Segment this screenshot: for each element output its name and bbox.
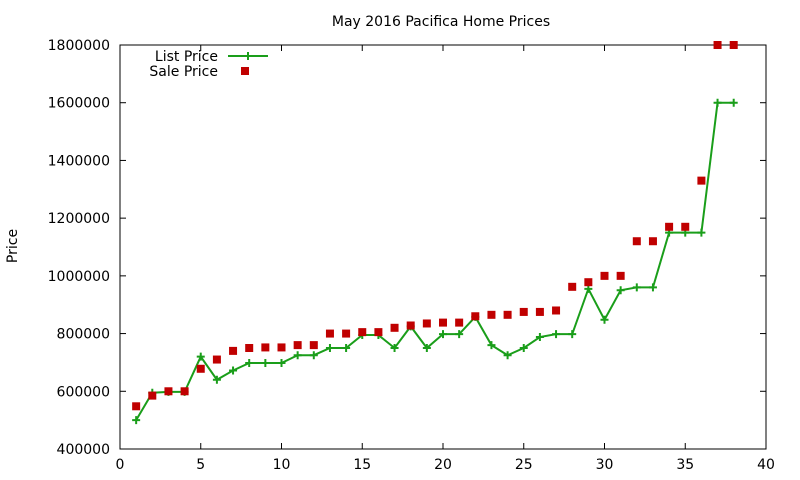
- y-tick-label: 400000: [57, 442, 110, 458]
- legend-marker-sale-price: [241, 67, 249, 75]
- legend-label-sale-price: Sale Price: [149, 64, 218, 80]
- sale-price-point: [325, 329, 334, 338]
- list-price-point: [245, 359, 254, 368]
- x-tick-label: 5: [196, 457, 205, 473]
- x-tick-label: 0: [116, 457, 125, 473]
- sale-price-point: [277, 343, 286, 352]
- list-price-point: [729, 98, 738, 107]
- y-tick-label: 1400000: [48, 153, 110, 169]
- sale-price-point: [342, 329, 351, 338]
- sale-price-point: [390, 323, 399, 332]
- y-tick-label: 1800000: [48, 38, 110, 54]
- list-price-point: [552, 330, 561, 339]
- sale-price-point: [487, 310, 496, 319]
- sale-price-point: [229, 346, 238, 355]
- sale-price-point: [584, 278, 593, 287]
- y-tick-label: 600000: [57, 384, 110, 400]
- sale-price-point: [374, 328, 383, 337]
- x-tick-label: 15: [353, 457, 371, 473]
- sale-price-point: [293, 341, 302, 350]
- list-price-point: [648, 283, 657, 292]
- y-tick-label: 1000000: [48, 269, 110, 285]
- list-price-point: [132, 416, 141, 425]
- list-price-point: [277, 359, 286, 368]
- list-price-point: [342, 344, 351, 352]
- list-price-point: [455, 330, 464, 339]
- list-price-point: [422, 344, 431, 352]
- sale-price-point: [552, 306, 561, 315]
- sale-price-point: [665, 222, 674, 231]
- list-price-point: [390, 344, 399, 352]
- sale-price-point: [713, 41, 722, 49]
- sale-price-point: [568, 282, 577, 291]
- x-tick-label: 40: [757, 457, 775, 473]
- list-price-point: [196, 352, 205, 361]
- sale-price-point: [132, 402, 141, 411]
- list-price-point: [535, 333, 544, 342]
- list-price-point: [309, 351, 318, 360]
- chart-title: May 2016 Pacifica Home Prices: [332, 14, 550, 30]
- list-price-point: [487, 341, 496, 350]
- list-price-point: [439, 330, 447, 339]
- list-price-point: [600, 315, 609, 324]
- sale-price-point: [729, 41, 738, 49]
- list-price-point: [229, 366, 238, 375]
- sale-price-point: [519, 307, 528, 316]
- legend-marker-list-price: [244, 52, 252, 60]
- y-tick-label: 1200000: [48, 211, 110, 227]
- sale-price-point: [439, 318, 447, 327]
- sale-price-point: [535, 307, 544, 316]
- sale-price-point: [212, 355, 221, 364]
- sale-price-point: [148, 391, 157, 400]
- sale-price-point: [261, 343, 270, 352]
- sale-price-point: [422, 319, 431, 328]
- sale-price-point: [180, 387, 189, 396]
- sale-price-point: [697, 176, 706, 185]
- sale-price-point: [471, 312, 480, 321]
- sale-price-point: [600, 271, 609, 280]
- sale-price-point: [309, 341, 318, 350]
- list-price-point: [632, 283, 641, 292]
- x-tick-label: 35: [676, 457, 694, 473]
- list-price-point: [293, 351, 302, 360]
- axis-ticks: 0 5 10 15 20 25 30 35 40 400000 600000 800000 100000…: [48, 38, 775, 473]
- list-price-point: [568, 330, 577, 339]
- sale-price-point: [455, 318, 464, 327]
- list-price-point: [325, 344, 334, 352]
- x-tick-label: 20: [434, 457, 452, 473]
- x-tick-label: 25: [515, 457, 533, 473]
- sale-price-point: [632, 237, 641, 246]
- legend-label-list-price: List Price: [155, 49, 218, 65]
- list-price-point: [212, 375, 221, 384]
- sale-price-point: [616, 271, 625, 280]
- sale-price-point: [681, 222, 690, 231]
- sale-price-point: [358, 328, 367, 337]
- list-price-point: [697, 228, 706, 237]
- sale-price-point: [245, 344, 254, 352]
- legend: List Price Sale Price: [149, 49, 268, 80]
- sale-price-point: [196, 364, 205, 373]
- sale-price-point: [503, 310, 512, 319]
- sale-price-point: [164, 387, 173, 396]
- list-price-point: [713, 98, 722, 107]
- sale-price-point: [406, 321, 415, 330]
- y-tick-label: 800000: [57, 327, 110, 343]
- list-price-series: [132, 98, 738, 425]
- x-tick-label: 10: [273, 457, 291, 473]
- list-price-point: [519, 344, 528, 352]
- sale-price-series: [132, 41, 738, 411]
- x-tick-label: 30: [596, 457, 614, 473]
- list-price-point: [503, 351, 512, 360]
- sale-price-point: [648, 237, 657, 246]
- list-price-point: [261, 359, 270, 368]
- list-price-point: [616, 286, 625, 295]
- y-tick-label: 1600000: [48, 96, 110, 112]
- y-axis-label: Price: [5, 229, 21, 263]
